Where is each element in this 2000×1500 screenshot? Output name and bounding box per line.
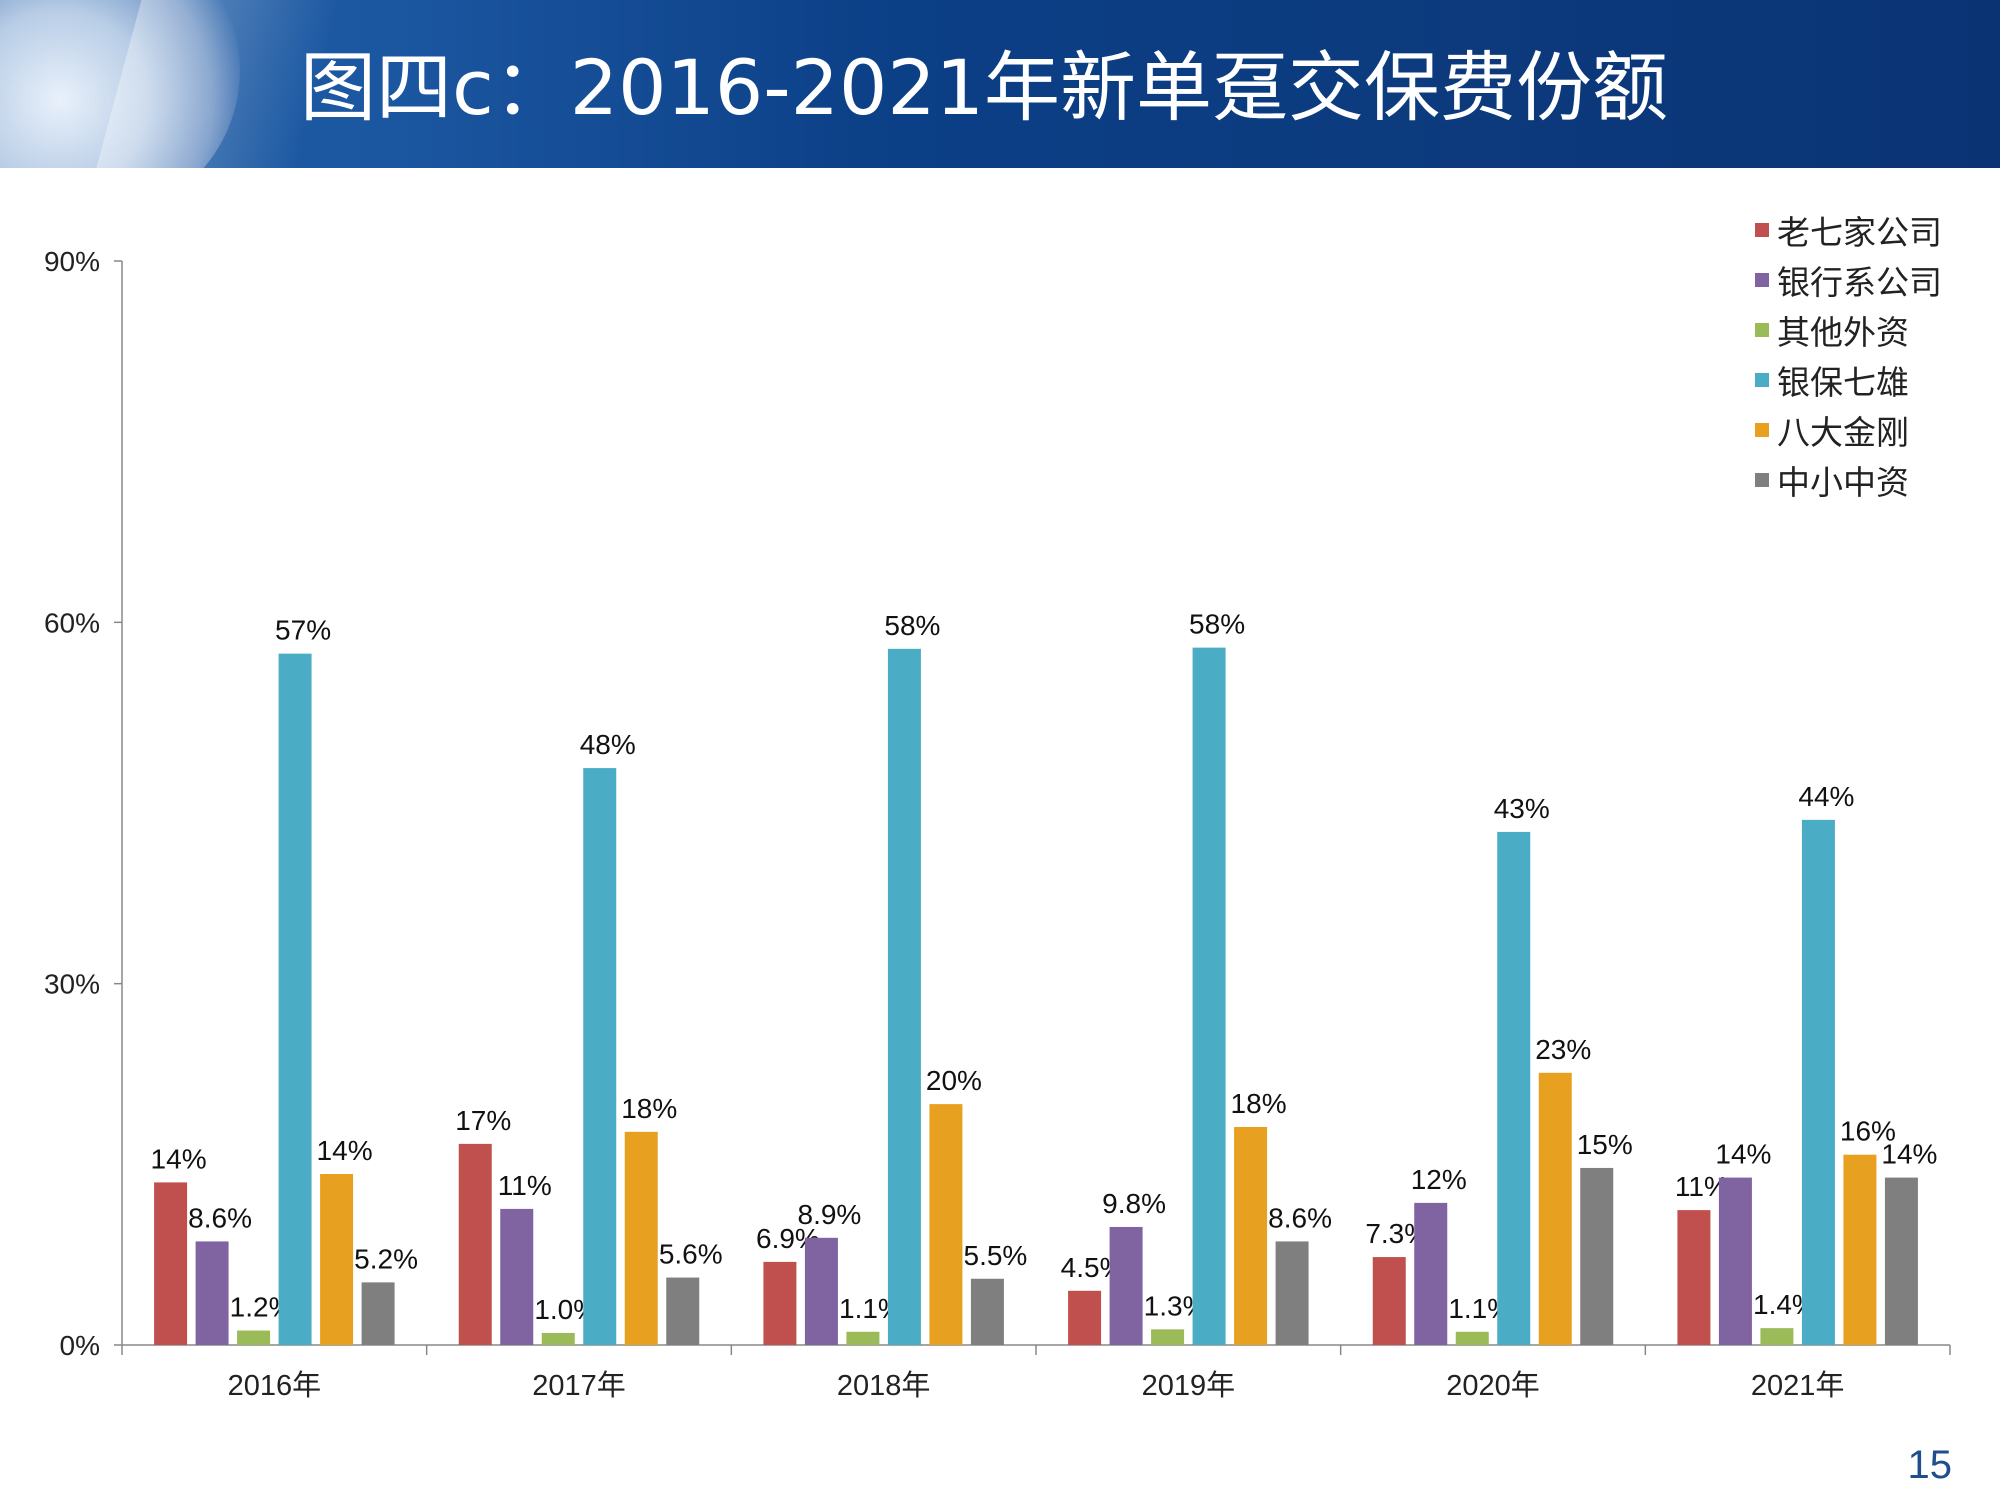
legend-label: 老七家公司 bbox=[1777, 213, 1942, 252]
data-label: 48% bbox=[580, 729, 636, 760]
data-label: 57% bbox=[275, 615, 331, 646]
legend-item: 其他外资 bbox=[1755, 305, 1942, 355]
data-label: 5.2% bbox=[354, 1243, 418, 1274]
header-decoration bbox=[0, 0, 240, 168]
bar bbox=[1109, 1226, 1143, 1345]
y-tick-label: 60% bbox=[44, 607, 100, 638]
bar bbox=[666, 1277, 700, 1345]
legend-label: 其他外资 bbox=[1777, 313, 1909, 352]
data-label: 18% bbox=[1231, 1088, 1287, 1119]
data-label: 9.8% bbox=[1102, 1188, 1166, 1219]
bar bbox=[361, 1282, 395, 1345]
data-label: 12% bbox=[1411, 1164, 1467, 1195]
data-label: 14% bbox=[151, 1143, 207, 1174]
data-label: 58% bbox=[884, 610, 940, 641]
x-tick-label: 2019年 bbox=[1142, 1369, 1236, 1402]
data-label: 20% bbox=[926, 1065, 982, 1096]
legend-swatch bbox=[1755, 423, 1769, 437]
legend-swatch bbox=[1755, 473, 1769, 487]
legend-item: 八大金刚 bbox=[1755, 405, 1942, 455]
data-label: 8.9% bbox=[798, 1199, 862, 1230]
legend-swatch bbox=[1755, 373, 1769, 387]
legend-label: 银行系公司 bbox=[1777, 263, 1942, 302]
legend-item: 银保七雄 bbox=[1755, 355, 1942, 405]
bar bbox=[237, 1330, 271, 1345]
slide-title: 图四c：2016-2021年新单趸交保费份额 bbox=[300, 43, 1669, 132]
bar bbox=[1275, 1241, 1309, 1345]
y-tick-label: 0% bbox=[60, 1330, 100, 1361]
data-label: 11% bbox=[498, 1170, 552, 1201]
bar bbox=[1192, 647, 1226, 1345]
slide-header: 图四c：2016-2021年新单趸交保费份额 bbox=[0, 0, 2000, 168]
data-label: 44% bbox=[1798, 781, 1854, 812]
bar bbox=[458, 1143, 492, 1345]
data-label: 58% bbox=[1189, 609, 1245, 640]
legend-swatch bbox=[1755, 223, 1769, 237]
bar bbox=[846, 1331, 880, 1345]
legend-item: 银行系公司 bbox=[1755, 255, 1942, 305]
data-label: 5.5% bbox=[964, 1240, 1028, 1271]
bar bbox=[583, 768, 617, 1345]
legend-swatch bbox=[1755, 273, 1769, 287]
bar bbox=[1718, 1177, 1752, 1345]
bar-chart: 0% 30% 60% 90% 2016年 2017年 2018年 2019年 2020年 2021… bbox=[44, 246, 1951, 1402]
x-tick-label: 2018年 bbox=[837, 1369, 931, 1402]
bar bbox=[195, 1241, 229, 1345]
data-label: 8.6% bbox=[1268, 1202, 1332, 1233]
bar bbox=[1414, 1202, 1448, 1345]
bar bbox=[1677, 1210, 1711, 1345]
data-label: 43% bbox=[1494, 793, 1550, 824]
legend-swatch bbox=[1755, 323, 1769, 337]
bar bbox=[1151, 1329, 1185, 1345]
legend-label: 中小中资 bbox=[1777, 463, 1909, 502]
bar bbox=[929, 1104, 963, 1345]
y-tick-label: 30% bbox=[44, 969, 100, 1000]
bar bbox=[1801, 819, 1835, 1345]
legend-label: 银保七雄 bbox=[1777, 363, 1909, 402]
bar bbox=[763, 1261, 797, 1345]
bar bbox=[1760, 1328, 1794, 1345]
legend-item: 中小中资 bbox=[1755, 455, 1942, 505]
bar bbox=[887, 648, 921, 1345]
data-label: 14% bbox=[1881, 1139, 1937, 1170]
bar bbox=[624, 1131, 658, 1345]
bar bbox=[541, 1332, 575, 1345]
bar bbox=[154, 1182, 188, 1345]
y-tick-label: 90% bbox=[44, 246, 100, 277]
bar bbox=[1068, 1290, 1102, 1345]
data-label: 16% bbox=[1840, 1116, 1896, 1147]
x-tick-label: 2020年 bbox=[1446, 1369, 1540, 1402]
data-label: 8.6% bbox=[188, 1202, 252, 1233]
data-label: 5.6% bbox=[659, 1239, 723, 1270]
x-tick-label: 2017年 bbox=[532, 1369, 626, 1402]
bar bbox=[1234, 1126, 1268, 1345]
data-label: 14% bbox=[317, 1135, 373, 1166]
bar bbox=[1843, 1154, 1877, 1345]
chart-legend: 老七家公司银行系公司其他外资银保七雄八大金刚中小中资 bbox=[1755, 205, 1942, 505]
legend-item: 老七家公司 bbox=[1755, 205, 1942, 255]
data-label: 23% bbox=[1535, 1034, 1591, 1065]
bar bbox=[1372, 1257, 1406, 1345]
bar bbox=[1580, 1167, 1614, 1345]
bar bbox=[804, 1237, 838, 1345]
data-label: 18% bbox=[621, 1093, 677, 1124]
data-label: 15% bbox=[1577, 1129, 1633, 1160]
bar bbox=[970, 1278, 1004, 1345]
bar bbox=[500, 1208, 534, 1345]
bar bbox=[278, 653, 312, 1345]
page-number: 15 bbox=[1907, 1443, 1953, 1487]
legend-label: 八大金刚 bbox=[1777, 413, 1909, 452]
bar bbox=[1538, 1072, 1572, 1345]
bar bbox=[1497, 831, 1531, 1345]
data-label: 14% bbox=[1715, 1139, 1771, 1170]
bar bbox=[1455, 1331, 1489, 1345]
bar bbox=[1884, 1177, 1918, 1345]
x-tick-label: 2021年 bbox=[1751, 1369, 1845, 1402]
x-tick-label: 2016年 bbox=[228, 1369, 322, 1402]
data-label: 17% bbox=[455, 1105, 511, 1136]
bar bbox=[320, 1173, 354, 1345]
